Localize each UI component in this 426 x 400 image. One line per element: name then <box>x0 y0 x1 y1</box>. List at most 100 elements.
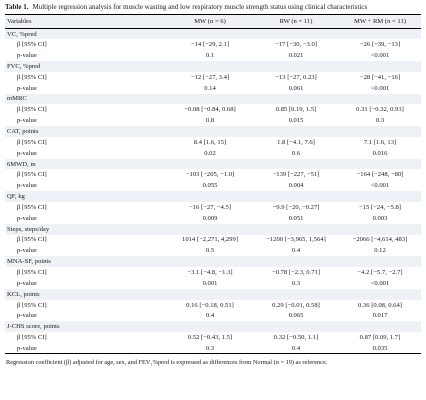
cell-mw: −3.1 [−4.8, −1.3] <box>187 268 233 276</box>
cell-mw-rm: −164 [−248, −80] <box>356 171 404 179</box>
cell-mw: −16 [−27, −4.5] <box>189 203 231 211</box>
cell-rw: 0.32 [−0.50, 1.1] <box>273 334 319 342</box>
cell-mw: 0.8 <box>205 117 215 125</box>
p-value-row: p-value 0.3 0.4 0.035 <box>5 343 421 354</box>
regression-table: Variables MW (n = 6) RW (n = 11) MW + RM… <box>5 14 421 354</box>
section-title: QF, kg <box>7 193 25 201</box>
section-title: mMRC <box>7 95 27 103</box>
p-value-row: p-value 0.055 0.004 <0.001 <box>5 180 421 191</box>
row-label: p-value <box>17 149 37 157</box>
cell-mw: 0.009 <box>202 214 218 222</box>
row-label: β [95% CI] <box>17 106 47 114</box>
cell-mw: −12 [−27, 3.4] <box>190 73 230 81</box>
table-caption-text: Multiple regression analysis for muscle … <box>32 3 368 11</box>
header-mw-rm: MW + RM (n = 11) <box>354 18 406 25</box>
cell-mw-rm: 0.003 <box>372 214 388 222</box>
row-label: p-value <box>17 52 37 60</box>
beta-row: β [95% CI] 1014 [−2,271, 4,299] −1200 [−3,… <box>5 235 421 246</box>
cell-mw: 1014 [−2,271, 4,299] <box>182 236 238 244</box>
row-label: β [95% CI] <box>17 73 47 81</box>
p-value-row: p-value 0.4 0.065 0.017 <box>5 310 421 321</box>
beta-row: β [95% CI] 0.16 [−0.18, 0.51] 0.29 [−0.01,… <box>5 300 421 311</box>
header-row: Variables MW (n = 6) RW (n = 11) MW + RM… <box>5 14 421 29</box>
cell-rw: 0.065 <box>288 312 304 320</box>
cell-mw-rm: <0.001 <box>370 279 390 287</box>
cell-mw: 0.16 [−0.18, 0.51] <box>186 301 234 309</box>
cell-mw-rm: 0.016 <box>372 149 388 157</box>
beta-row: β [95% CI] −14 [−29, 2.1] −17 [−30, −3.0] −… <box>5 39 421 50</box>
section-title: FVC, %pred <box>7 62 41 70</box>
table-footnote: Regression coefficient (β) adjusted for … <box>6 359 328 367</box>
cell-mw: −103 [−205, −1.0] <box>185 171 235 179</box>
p-value-row: p-value 0.1 0.021 <0.001 <box>5 50 421 61</box>
cell-mw-rm: <0.001 <box>370 52 390 60</box>
cell-mw: 0.02 <box>204 149 216 157</box>
cell-mw-rm: −26 [−39, −13] <box>359 41 401 49</box>
row-label: p-value <box>17 312 37 320</box>
row-label: β [95% CI] <box>17 203 47 211</box>
cell-rw: 0.015 <box>288 117 304 125</box>
cell-rw: −9.9 [−20, −0.27] <box>272 203 320 211</box>
p-value-row: p-value 0.8 0.015 0.3 <box>5 115 421 126</box>
section-title: J-CHS score, points <box>7 323 60 331</box>
row-label: p-value <box>17 279 37 287</box>
table-container: Table 1. Multiple regression analysis for… <box>5 0 421 367</box>
row-label: p-value <box>17 84 37 92</box>
p-value-row: p-value 0.009 0.051 0.003 <box>5 213 421 224</box>
row-label: β [95% CI] <box>17 268 47 276</box>
row-label: p-value <box>17 344 37 352</box>
table-caption: Table 1. Multiple regression analysis for… <box>5 3 421 12</box>
beta-row: β [95% CI] 0.52 [−0.43, 1.5] 0.32 [−0.50, … <box>5 332 421 343</box>
cell-mw: 0.4 <box>205 312 215 320</box>
cell-mw-rm: 0.36 [0.08, 0.64] <box>358 301 402 309</box>
cell-mw: 8.4 [1.6, 15] <box>193 138 227 146</box>
cell-rw: −13 [−27, 0.23] <box>275 73 317 81</box>
section-row: J-CHS score, points <box>5 321 421 333</box>
section-title: MNA-SF, points <box>7 258 51 266</box>
section-row: VC, %pred <box>5 28 421 40</box>
cell-mw: 0.3 <box>205 344 215 352</box>
row-label: β [95% CI] <box>17 171 47 179</box>
beta-row: β [95% CI] −3.1 [−4.8, −1.3] −0.78 [−2.3, … <box>5 267 421 278</box>
table-header: Variables MW (n = 6) RW (n = 11) MW + RM… <box>5 14 421 29</box>
section-row: Steps, steps/day <box>5 223 421 235</box>
p-value-row: p-value 0.001 0.3 <0.001 <box>5 278 421 289</box>
cell-rw: −139 [−227, −51] <box>272 171 320 179</box>
cell-mw-rm: 7.1 [1.6, 13] <box>363 138 397 146</box>
section-row: MNA-SF, points <box>5 256 421 268</box>
cell-rw: 0.4 <box>291 344 301 352</box>
header-variables: Variables <box>7 18 32 25</box>
beta-row: β [95% CI] −12 [−27, 3.4] −13 [−27, 0.23] −… <box>5 72 421 83</box>
beta-row: β [95% CI] −16 [−27, −4.5] −9.9 [−20, −0.2… <box>5 202 421 213</box>
row-label: p-value <box>17 117 37 125</box>
section-title: VC, %pred <box>7 30 37 38</box>
cell-mw-rm: −4.2 [−5.7, −2.7] <box>357 268 403 276</box>
cell-rw: −17 [−30, −3.0] <box>275 41 317 49</box>
cell-mw: 0.001 <box>202 279 218 287</box>
section-title: KCL, points <box>7 290 40 298</box>
row-label: β [95% CI] <box>17 236 47 244</box>
section-title: CAT, points <box>7 128 39 136</box>
cell-mw: 0.14 <box>204 84 216 92</box>
cell-rw: −1200 [−3,965, 1,564] <box>266 236 326 244</box>
header-rw: RW (n = 11) <box>279 18 313 25</box>
row-label: p-value <box>17 247 37 255</box>
cell-rw: 0.85 [0.19, 1.5] <box>275 106 317 114</box>
beta-row: β [95% CI] 8.4 [1.6, 15] 1.8 [−4.1, 7.6] 7.… <box>5 137 421 148</box>
cell-rw: 0.004 <box>288 182 304 190</box>
cell-mw: 0.52 [−0.43, 1.5] <box>187 334 233 342</box>
cell-rw: 0.051 <box>288 214 304 222</box>
beta-row: β [95% CI] −0.08 [−0.84, 0.68] 0.85 [0.19,… <box>5 104 421 115</box>
cell-mw-rm: <0.001 <box>370 182 390 190</box>
cell-mw-rm: 0.31 [−0.32, 0.93] <box>356 106 404 114</box>
cell-mw: −14 [−29, 2.1] <box>190 41 230 49</box>
section-row: FVC, %pred <box>5 61 421 72</box>
cell-rw: 1.8 [−4.1, 7.6] <box>277 138 315 146</box>
row-label: β [95% CI] <box>17 138 47 146</box>
section-title: 6MWD, m <box>7 160 36 168</box>
row-label: β [95% CI] <box>17 334 47 342</box>
p-value-row: p-value 0.02 0.6 0.016 <box>5 148 421 159</box>
cell-mw-rm: −15 [−24, −5.8] <box>359 203 401 211</box>
cell-mw-rm: 0.3 <box>375 117 385 125</box>
cell-rw: 0.021 <box>288 52 304 60</box>
